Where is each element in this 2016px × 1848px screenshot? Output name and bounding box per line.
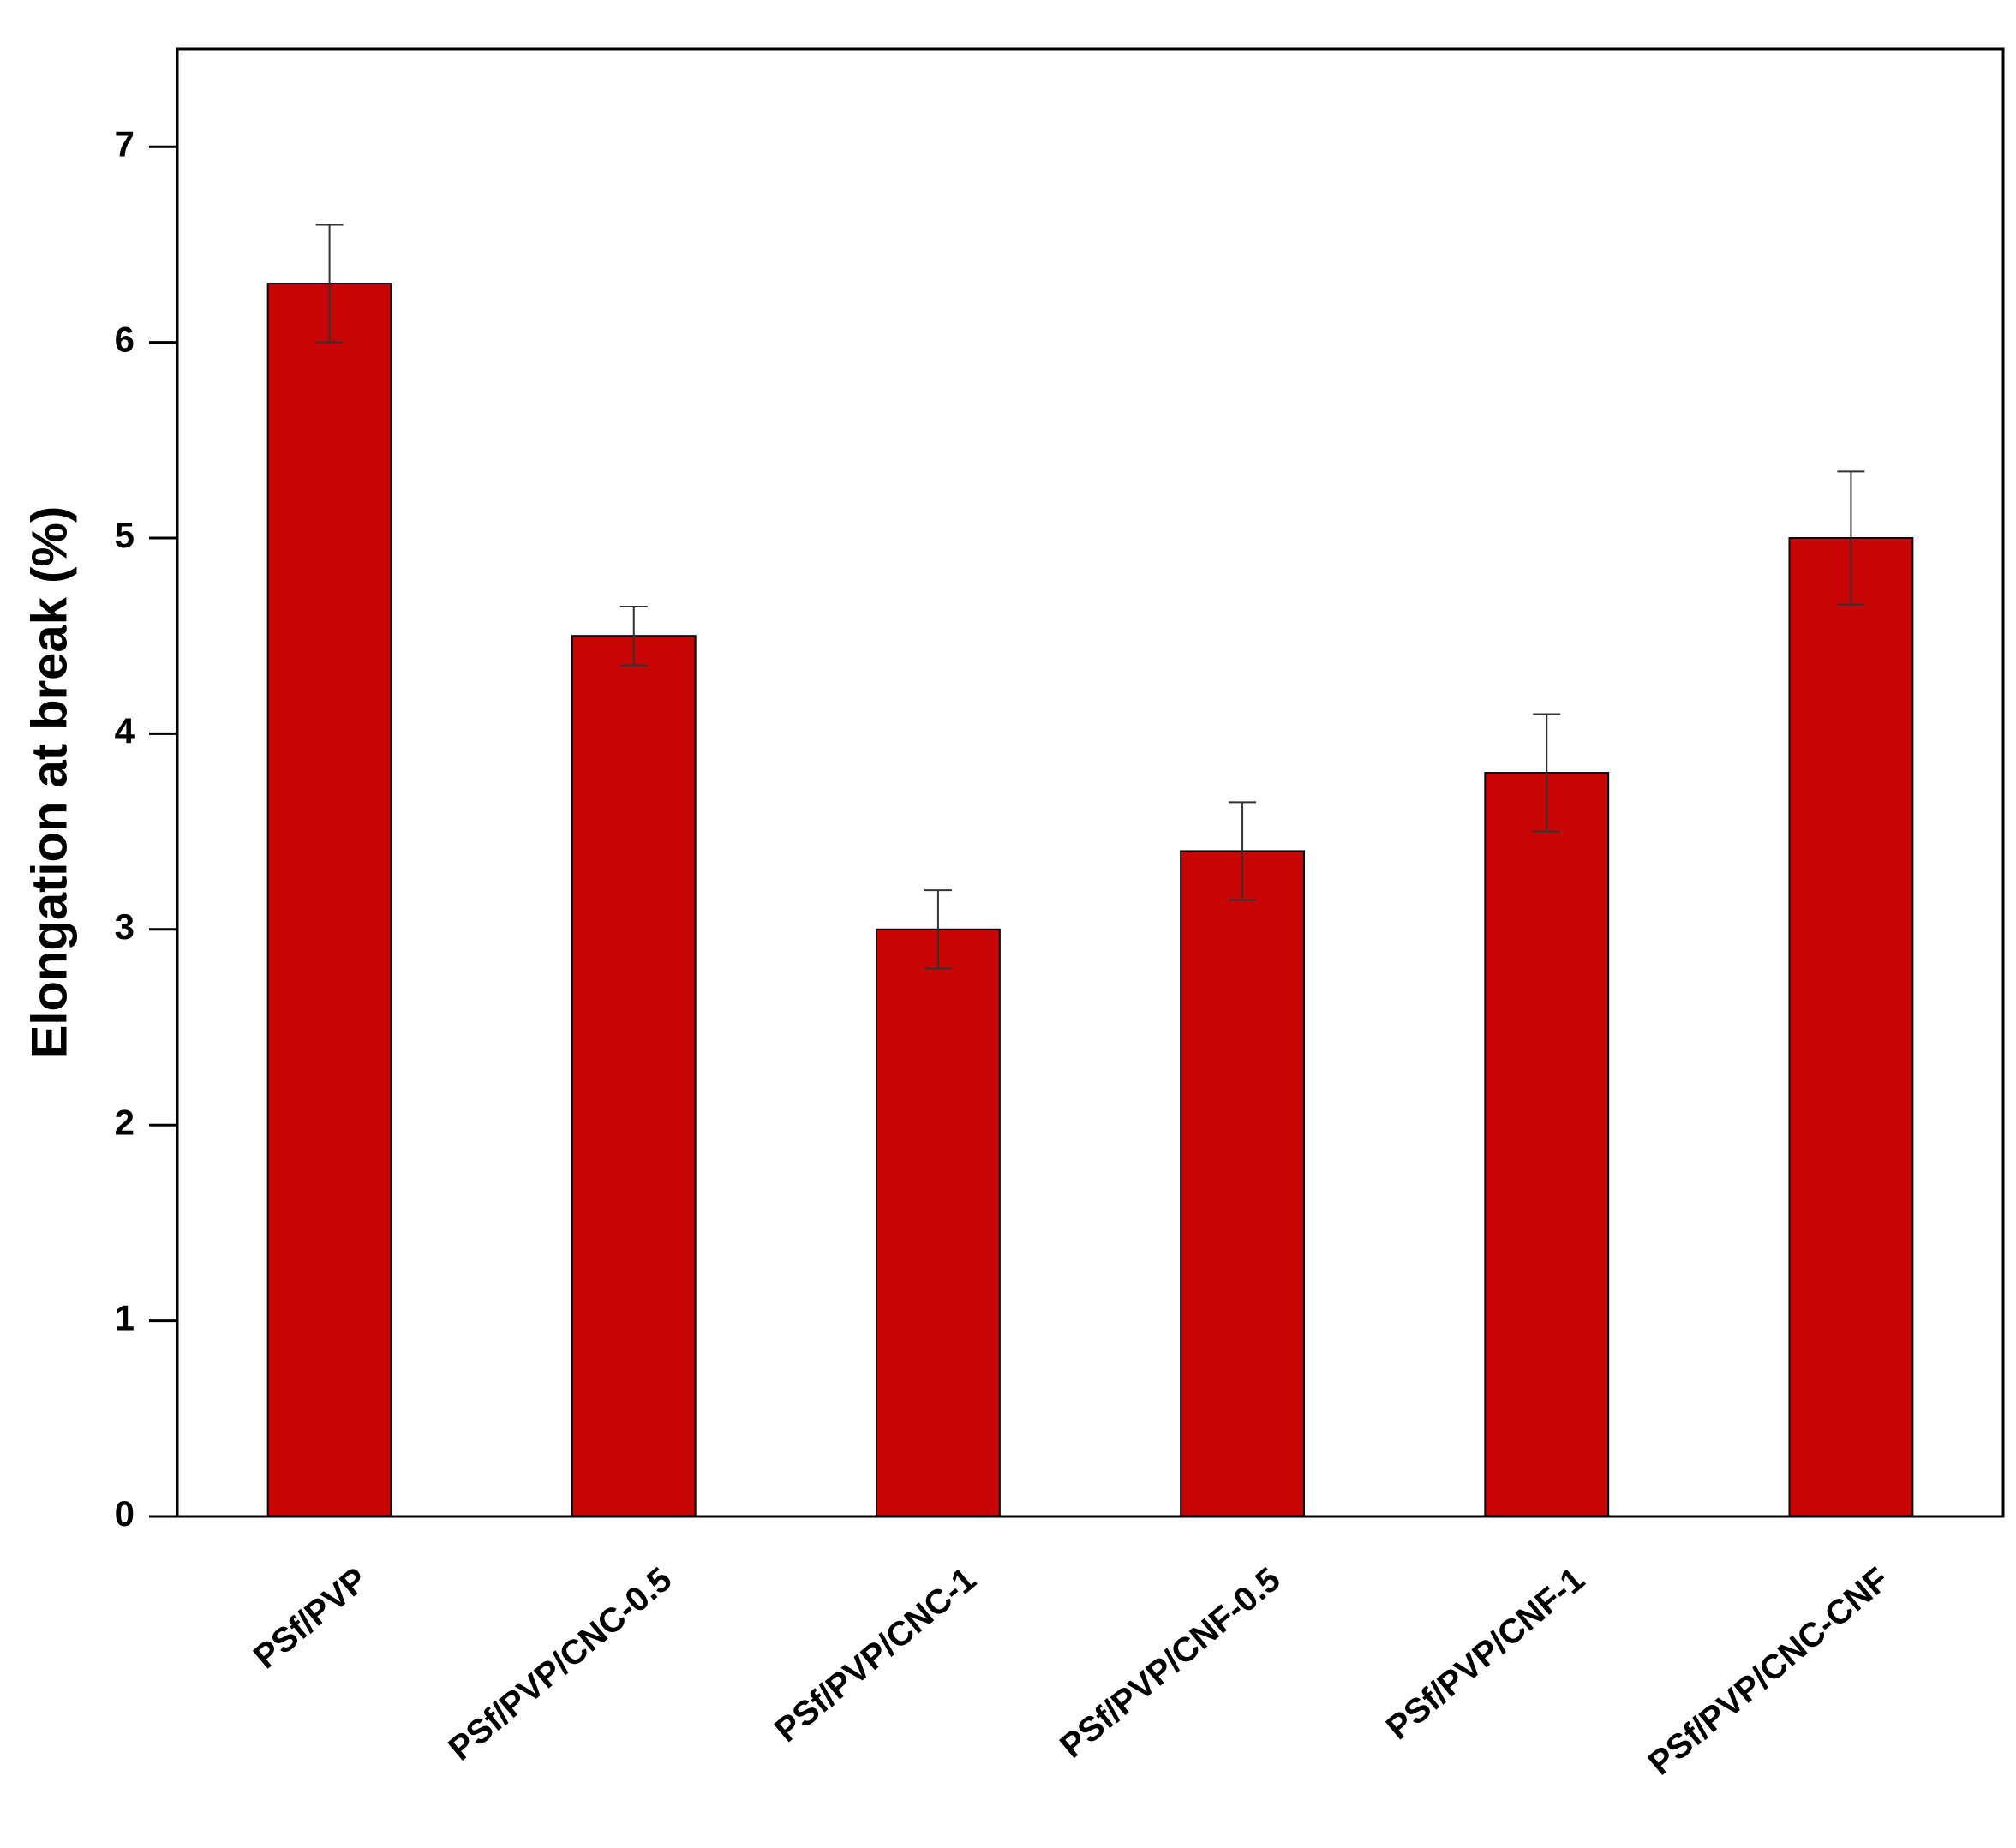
bar — [1788, 537, 1914, 1517]
bar — [571, 635, 697, 1518]
error-bar — [1837, 470, 1865, 606]
bar — [1180, 850, 1306, 1517]
x-tick-label: PSf/PVP/CNC-CNF — [1642, 1560, 1896, 1782]
y-tick-label: 5 — [115, 515, 135, 555]
error-bar — [1533, 713, 1561, 833]
x-tick-label: PSf/PVP/CNF-0.5 — [1053, 1560, 1287, 1765]
y-tick-label: 1 — [115, 1298, 135, 1338]
x-tick-label: PSf/PVP/CNC-1 — [768, 1560, 983, 1749]
plot-frame — [176, 47, 2005, 1518]
error-bar — [924, 889, 952, 970]
x-tick-label: PSf/PVP/CNF-1 — [1379, 1560, 1592, 1747]
y-axis-label: Elongation at break (%) — [21, 506, 77, 1059]
y-tick-label: 0 — [115, 1493, 135, 1534]
bar — [875, 928, 1001, 1518]
y-tick-label: 7 — [115, 123, 135, 164]
y-tick-label: 6 — [115, 320, 135, 360]
y-tick-label: 4 — [115, 710, 135, 751]
x-tick-label: PSf/PVP — [247, 1560, 374, 1676]
error-bar — [1229, 801, 1257, 901]
x-tick-label: PSf/PVP/CNC-0.5 — [441, 1560, 679, 1767]
y-tick-label: 3 — [115, 906, 135, 947]
error-bar — [619, 605, 648, 667]
bar — [266, 283, 392, 1518]
y-tick-label: 2 — [115, 1102, 135, 1142]
bar — [1484, 772, 1610, 1517]
error-bar — [315, 224, 344, 344]
